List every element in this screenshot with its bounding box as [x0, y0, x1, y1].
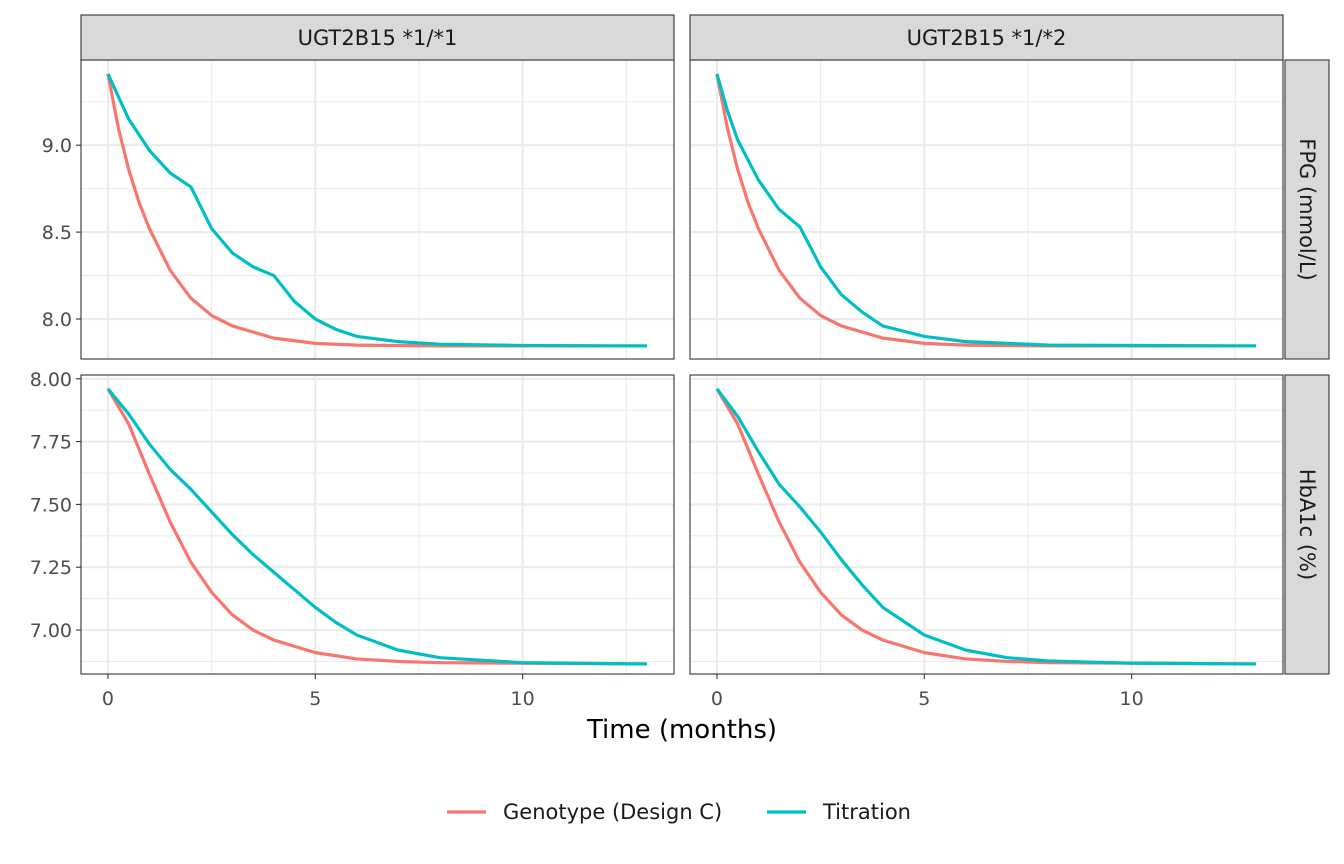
column-strip-background: [80, 14, 675, 61]
column-strip-background: [689, 14, 1284, 61]
row-strip-hba1c: HbA1c (%): [1284, 374, 1330, 675]
y-tick-label: 9.0: [42, 135, 72, 157]
panel-border: [80, 374, 675, 675]
series-line-titration: [106, 387, 648, 666]
panel-fpg-mmol-l-ugt2b15-1-1: [80, 59, 675, 360]
panel-background: [690, 375, 1283, 674]
column-strip-ugt2b15-1-2: UGT2B15 *1/*2: [689, 14, 1284, 61]
series-line-titration: [106, 73, 648, 348]
row-strip-label: FPG (mmol/L): [1295, 138, 1319, 280]
panel-background: [690, 60, 1283, 359]
y-tick-label: 7.25: [30, 557, 72, 579]
x-tick-label: 0: [711, 688, 723, 710]
y-tick-label: 7.00: [30, 620, 72, 642]
y-tick-label: 7.50: [30, 494, 72, 516]
column-strip-label: UGT2B15 *1/*2: [907, 26, 1067, 50]
panel-background: [81, 375, 674, 674]
row-strip-fpg-mmol-l: FPG (mmol/L): [1284, 59, 1330, 360]
x-tick-label: 10: [511, 688, 535, 710]
panel-border: [689, 374, 1284, 675]
row-strip-background: [1284, 374, 1330, 675]
y-tick-label: 8.0: [42, 309, 72, 331]
panel-hba1c-ugt2b15-1-1: [80, 374, 675, 675]
legend-label-genotype: Genotype (Design C): [503, 800, 722, 824]
legend-label-titration: Titration: [822, 800, 911, 824]
legend: Genotype (Design C) Titration: [447, 800, 911, 824]
panel-fpg-mmol-l-ugt2b15-1-2: [689, 59, 1284, 360]
series-line-genotype-design-c: [106, 73, 648, 348]
row-strip-background: [1284, 59, 1330, 360]
panels-layer: [80, 59, 1284, 675]
x-tick-label: 5: [918, 688, 930, 710]
x-tick-label: 0: [102, 688, 114, 710]
series-line-titration: [715, 387, 1257, 666]
y-tick-label: 7.75: [30, 432, 72, 454]
x-tick-label: 5: [309, 688, 321, 710]
column-strip-ugt2b15-1-1: UGT2B15 *1/*1: [80, 14, 675, 61]
series-line-genotype-design-c: [715, 73, 1257, 348]
panel-background: [81, 60, 674, 359]
x-axis-title: Time (months): [586, 715, 777, 745]
panel-hba1c-ugt2b15-1-2: [689, 374, 1284, 675]
facet-strips: FPG (mmol/L) HbA1c (%) UGT2B15 *1/*1 UGT2B1…: [80, 14, 1330, 675]
series-line-genotype-design-c: [106, 388, 648, 666]
row-strip-label: HbA1c (%): [1295, 469, 1319, 580]
series-line-titration: [715, 73, 1257, 348]
x-tick-label: 10: [1120, 688, 1144, 710]
series-line-genotype-design-c: [715, 388, 1257, 666]
y-tick-label: 8.00: [30, 369, 72, 391]
column-strip-label: UGT2B15 *1/*1: [298, 26, 458, 50]
y-tick-label: 8.5: [42, 222, 72, 244]
axes-layer: 8.0 8.5 9.0 7.00 7.25 7.50 7.75 8.00 0 5 10 0 5 10: [30, 135, 1144, 710]
